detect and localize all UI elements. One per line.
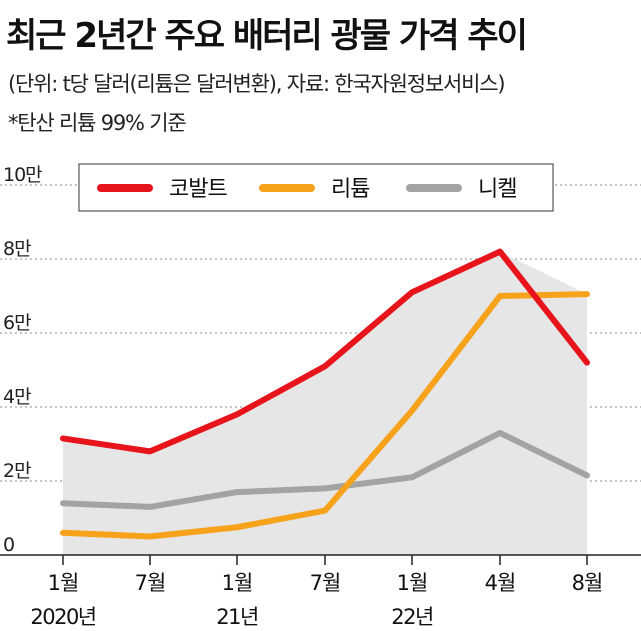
- series-lines: [60, 248, 590, 540]
- unit-source-note: (단위: t당 달러(리튬은 달러변환), 자료: 한국자원정보서비스): [8, 72, 506, 96]
- x-tick-label-year: 2020년: [30, 605, 95, 629]
- area-under-curves: [63, 251, 587, 555]
- x-tick-label-month: 1월: [222, 571, 253, 595]
- series-line-니켈: [60, 429, 590, 510]
- y-tick-label: 4만: [3, 386, 31, 408]
- y-tick-label: 0: [3, 534, 14, 556]
- x-tick-label-month: 7월: [310, 571, 341, 595]
- y-tick-label: 10만: [3, 164, 42, 186]
- x-axis-ticks: 1월 2020년 7월 1월 21년 7월 1월 22년 4월 8월: [30, 555, 603, 629]
- x-tick-label-month: 4월: [485, 571, 516, 595]
- footnote: *탄산 리튬 99% 기준: [8, 111, 187, 135]
- legend: 코발트 리튬 니켈: [78, 163, 554, 212]
- x-tick-label-month: 1월: [397, 571, 428, 595]
- legend-box: [78, 163, 554, 212]
- x-tick-label-month: 1월: [48, 571, 79, 595]
- legend-label-코발트: 코발트: [169, 177, 227, 202]
- y-axis-ticks: 0 2만 4만 6만 8만 10만: [3, 164, 43, 556]
- series-line-리튬: [60, 291, 590, 540]
- y-tick-label: 2만: [3, 460, 31, 482]
- x-tick-label-month: 7월: [135, 571, 166, 595]
- y-tick-label: 6만: [3, 312, 31, 334]
- x-tick-label-month: 8월: [572, 571, 603, 595]
- chart-title: 최근 2년간 주요 배터리 광물 가격 추이: [6, 16, 528, 56]
- series-line-코발트: [60, 248, 590, 455]
- legend-label-리튬: 리튬: [331, 177, 370, 202]
- legend-label-니켈: 니켈: [478, 177, 516, 202]
- x-tick-label-year: 21년: [216, 605, 258, 629]
- x-tick-label-year: 22년: [391, 605, 433, 629]
- y-tick-label: 8만: [3, 238, 31, 260]
- area-fill: [0, 251, 641, 556]
